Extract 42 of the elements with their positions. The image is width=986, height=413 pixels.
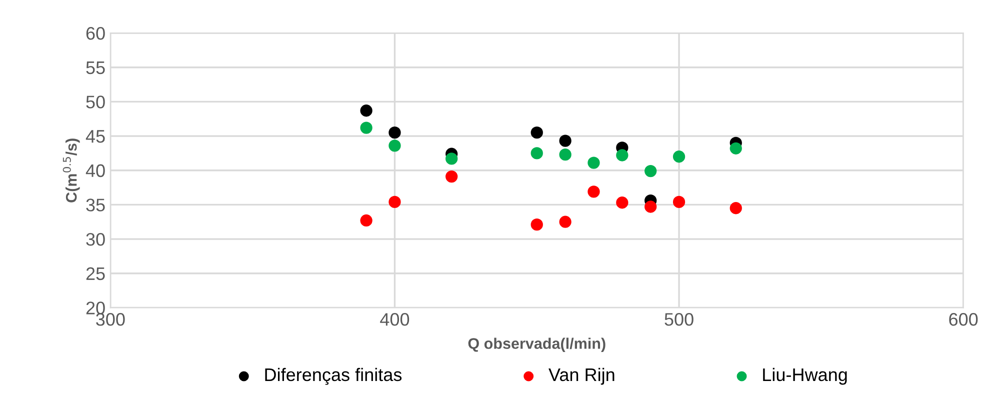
y-tick-label: 20 xyxy=(86,302,105,314)
point xyxy=(446,152,458,165)
y-tick-label: 40 xyxy=(86,164,105,178)
y-tick-label: 50 xyxy=(86,96,105,108)
point xyxy=(360,122,372,134)
point xyxy=(388,126,401,139)
y-tick-label: 30 xyxy=(86,232,105,246)
point xyxy=(446,170,458,183)
point xyxy=(388,196,401,208)
point xyxy=(644,200,657,213)
y-tick-label: 55 xyxy=(86,61,105,74)
point xyxy=(530,218,543,231)
x-tick-label: 600 xyxy=(949,313,978,326)
point xyxy=(530,126,543,139)
point xyxy=(559,134,572,147)
point xyxy=(730,142,742,154)
point xyxy=(588,186,600,198)
point xyxy=(672,196,686,208)
x-tick-label: 400 xyxy=(380,313,410,326)
y-tick-label: 60 xyxy=(86,26,105,40)
point xyxy=(530,147,543,160)
point xyxy=(730,202,742,214)
x-tick-label: 500 xyxy=(664,313,694,326)
legend-label: Liu-Hwang xyxy=(763,368,847,385)
x-axis-title: Q observada(l/min) xyxy=(468,338,606,352)
y-tick-label: 45 xyxy=(86,130,105,143)
x-tick-label: 300 xyxy=(96,313,125,326)
point xyxy=(644,164,657,178)
point xyxy=(360,104,372,117)
y-tick-label: 25 xyxy=(86,267,105,280)
point xyxy=(616,196,628,209)
point xyxy=(588,156,600,169)
y-axis-title: C(m$^{0.5}$/s) xyxy=(62,138,80,202)
point xyxy=(360,214,372,227)
point xyxy=(616,149,628,162)
y-tick-label: 35 xyxy=(86,198,105,212)
point xyxy=(672,150,686,163)
point xyxy=(559,216,572,228)
point xyxy=(388,140,401,152)
legend-label: Diferenças finitas xyxy=(265,368,402,385)
point xyxy=(559,148,572,161)
legend-label: Van Rijn xyxy=(548,368,614,385)
